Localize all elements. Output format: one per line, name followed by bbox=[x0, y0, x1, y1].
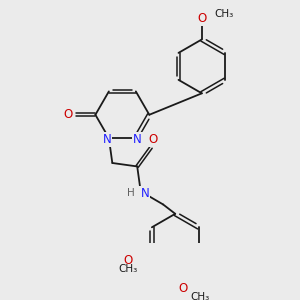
Text: H: H bbox=[127, 188, 135, 198]
Text: N: N bbox=[140, 187, 149, 200]
Text: O: O bbox=[148, 133, 158, 146]
Text: N: N bbox=[103, 133, 112, 146]
Text: O: O bbox=[197, 12, 206, 25]
Text: CH₃: CH₃ bbox=[190, 292, 209, 300]
Text: CH₃: CH₃ bbox=[118, 264, 137, 274]
Text: N: N bbox=[133, 133, 142, 146]
Text: CH₃: CH₃ bbox=[214, 9, 233, 19]
Text: O: O bbox=[63, 108, 72, 121]
Text: O: O bbox=[123, 254, 132, 267]
Text: O: O bbox=[178, 282, 188, 295]
